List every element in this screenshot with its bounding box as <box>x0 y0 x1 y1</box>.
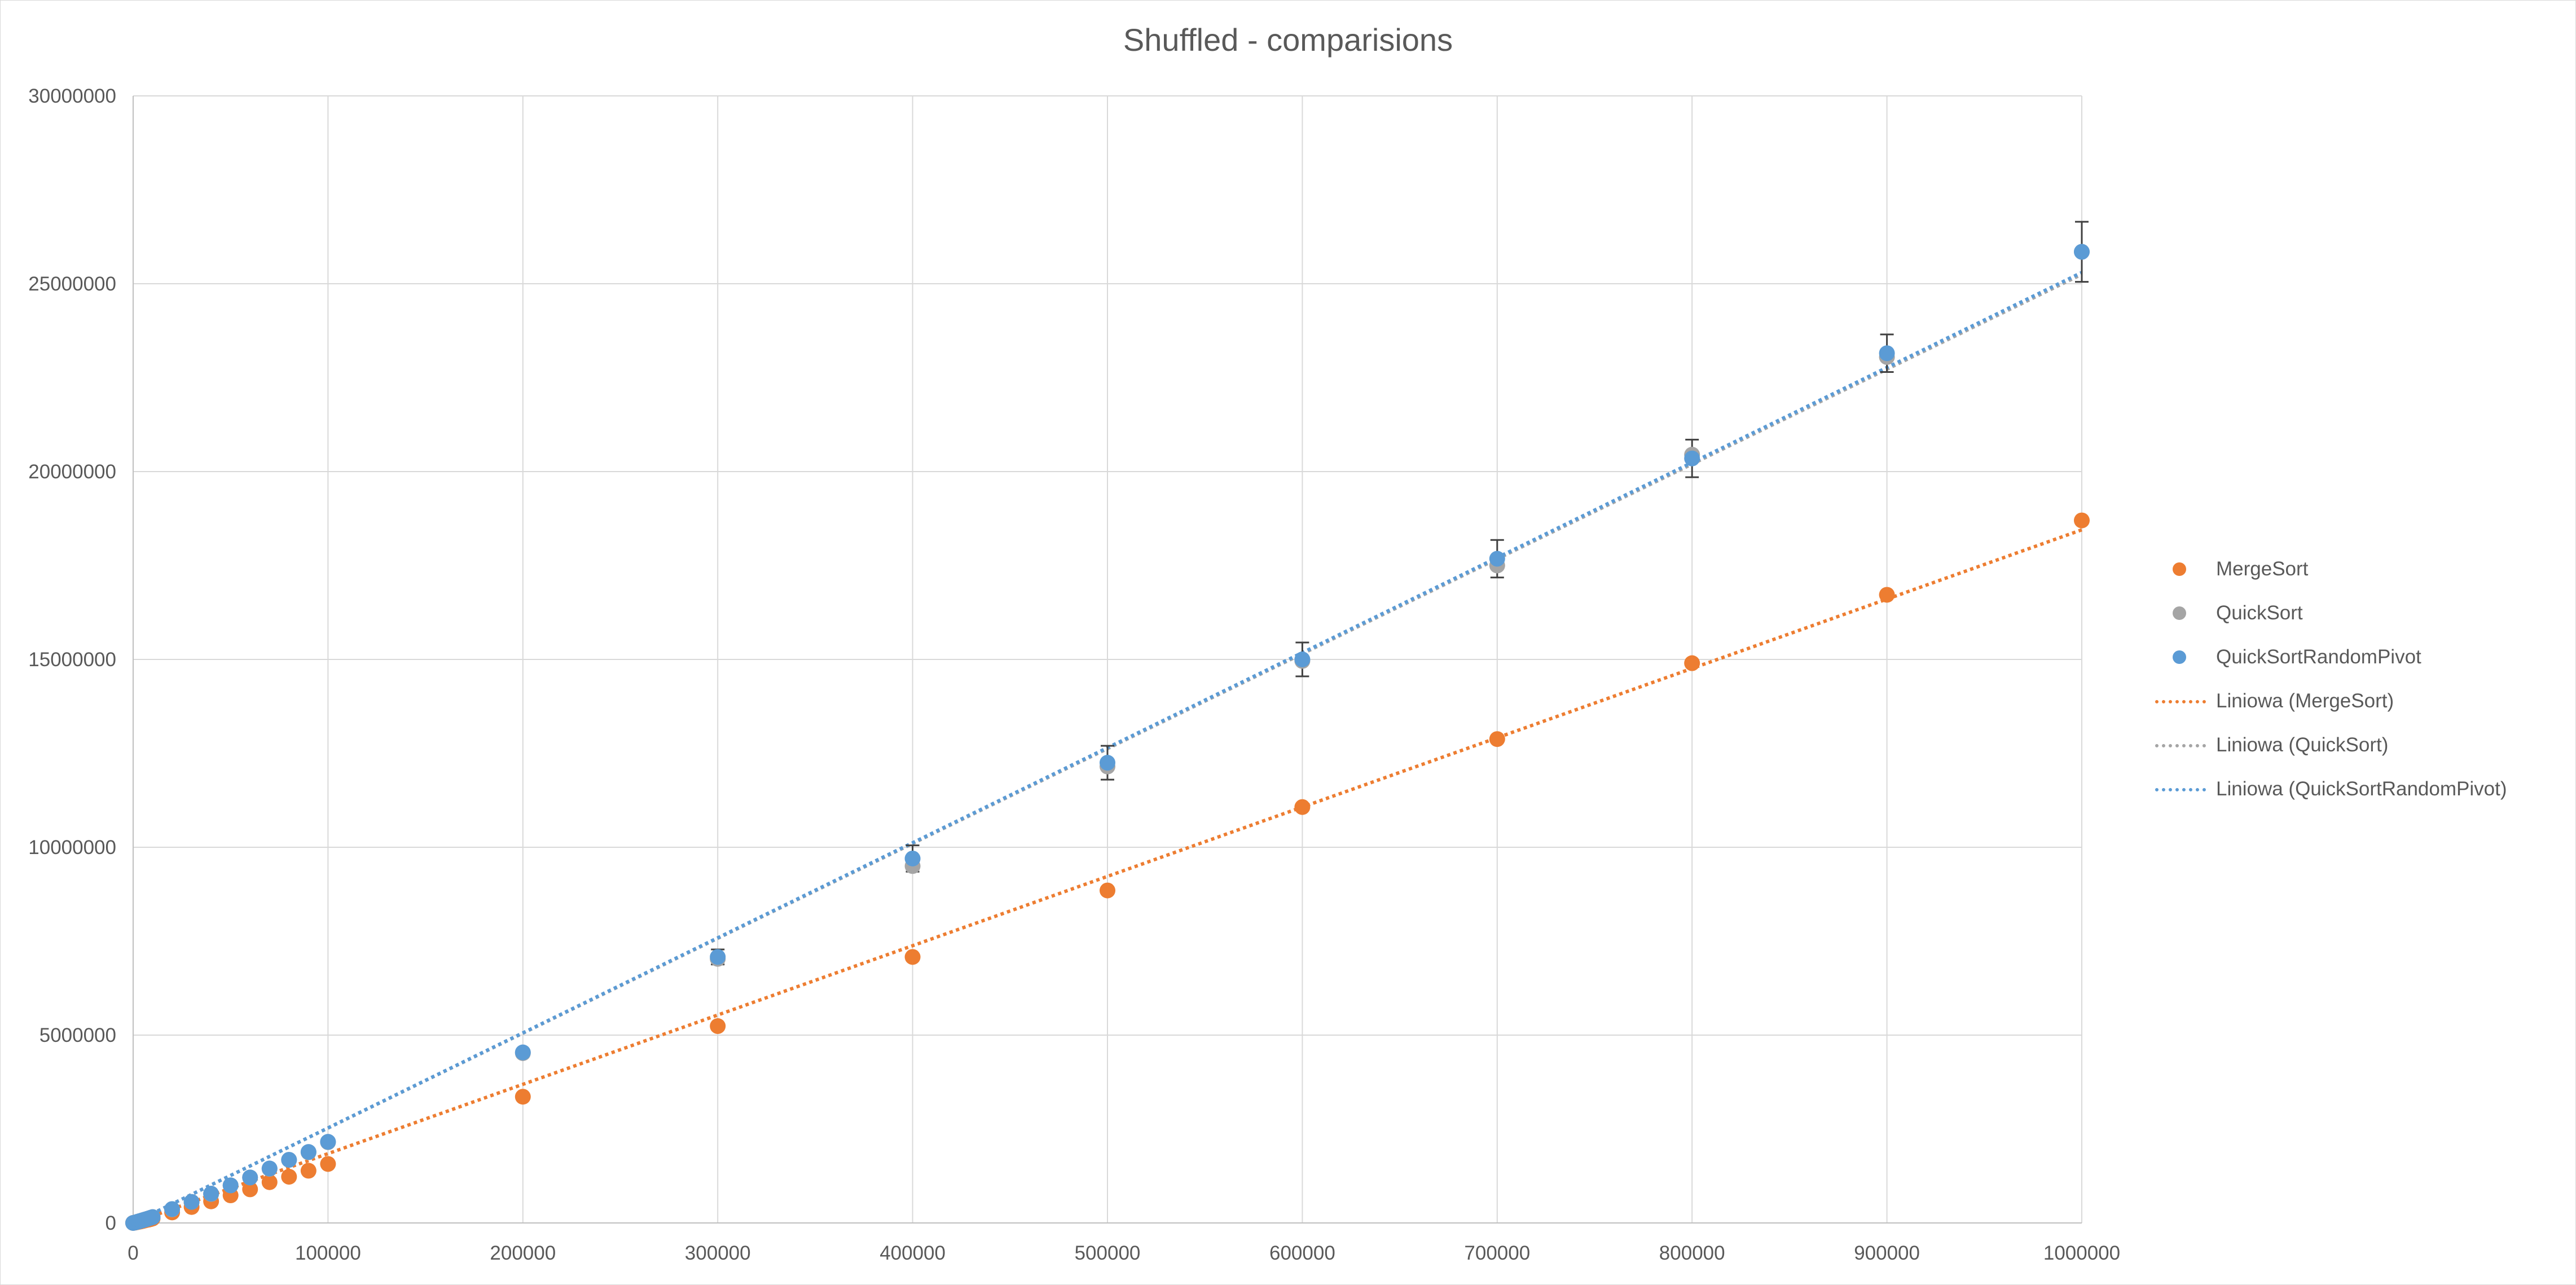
data-point-mergesort <box>1489 731 1505 747</box>
legend-label-mergesort: MergeSort <box>2216 558 2309 580</box>
data-point-quicksortrandompivot <box>242 1169 258 1186</box>
data-point-mergesort <box>1100 882 1115 899</box>
x-tick-label: 300000 <box>685 1242 751 1264</box>
legend-dot-quicksort-random-pivot <box>2173 650 2186 664</box>
legend-label-trend-mergesort: Liniowa (MergeSort) <box>2216 690 2394 712</box>
data-point-quicksortrandompivot <box>515 1044 531 1060</box>
data-point-mergesort <box>710 1018 726 1035</box>
legend-item-trend-mergesort: Liniowa (MergeSort) <box>2155 679 2561 723</box>
legend-dash-trend-quicksort-random-pivot <box>2155 788 2206 791</box>
data-point-quicksortrandompivot <box>710 949 726 965</box>
legend-item-mergesort: MergeSort <box>2155 547 2561 591</box>
data-point-quicksortrandompivot <box>1100 755 1115 771</box>
data-point-quicksortrandompivot <box>1684 450 1700 467</box>
y-tick-label: 25000000 <box>28 273 116 295</box>
data-point-mergesort <box>1684 655 1700 671</box>
legend-marker-trend-quicksort <box>2155 723 2206 767</box>
data-point-mergesort <box>1879 587 1895 603</box>
legend-item-quicksort: QuickSort <box>2155 591 2561 635</box>
legend-marker-mergesort <box>2155 547 2206 591</box>
data-point-quicksortrandompivot <box>261 1160 278 1177</box>
x-tick-label: 600000 <box>1269 1242 1335 1264</box>
x-tick-label: 900000 <box>1854 1242 1920 1264</box>
x-tick-label: 400000 <box>880 1242 946 1264</box>
data-point-quicksortrandompivot <box>904 850 921 866</box>
data-point-quicksortrandompivot <box>300 1144 316 1160</box>
x-tick-label: 1000000 <box>2043 1242 2120 1264</box>
legend-dash-trend-quicksort <box>2155 744 2206 747</box>
data-point-mergesort <box>242 1181 258 1198</box>
data-point-mergesort <box>300 1163 316 1179</box>
data-point-quicksortrandompivot <box>203 1186 219 1202</box>
data-point-mergesort <box>904 949 921 965</box>
data-point-quicksortrandompivot <box>2074 244 2090 260</box>
legend-label-quicksort: QuickSort <box>2216 602 2303 624</box>
legend-dash-trend-mergesort <box>2155 700 2206 703</box>
y-tick-label: 5000000 <box>39 1024 116 1046</box>
data-point-mergesort <box>261 1174 278 1190</box>
data-point-mergesort <box>2074 512 2090 529</box>
legend-item-trend-quicksort-random-pivot: Liniowa (QuickSortRandomPivot) <box>2155 767 2561 811</box>
legend-marker-trend-quicksort-random-pivot <box>2155 767 2206 811</box>
legend-label-trend-quicksort-random-pivot: Liniowa (QuickSortRandomPivot) <box>2216 778 2507 800</box>
x-tick-label: 200000 <box>490 1242 556 1264</box>
y-tick-label: 10000000 <box>28 837 116 859</box>
data-point-quicksortrandompivot <box>164 1201 181 1217</box>
chart-title: Shuffled - comparisions <box>1123 22 1453 58</box>
x-tick-label: 500000 <box>1075 1242 1141 1264</box>
legend: MergeSort QuickSort QuickSortRandomPivot… <box>2155 547 2561 811</box>
y-tick-label: 0 <box>105 1212 116 1234</box>
data-point-quicksortrandompivot <box>1294 652 1311 667</box>
y-tick-label: 15000000 <box>28 649 116 671</box>
x-tick-label: 0 <box>128 1242 138 1264</box>
legend-marker-trend-mergesort <box>2155 679 2206 723</box>
y-tick-label: 20000000 <box>28 461 116 483</box>
data-point-quicksortrandompivot <box>320 1134 336 1150</box>
x-tick-label: 800000 <box>1659 1242 1725 1264</box>
data-point-quicksortrandompivot <box>1489 551 1505 567</box>
x-tick-label: 100000 <box>295 1242 361 1264</box>
data-point-quicksortrandompivot <box>183 1194 200 1210</box>
legend-item-quicksort-random-pivot: QuickSortRandomPivot <box>2155 635 2561 679</box>
legend-marker-quicksort-random-pivot <box>2155 635 2206 679</box>
x-tick-label: 700000 <box>1464 1242 1530 1264</box>
data-point-mergesort <box>515 1089 531 1105</box>
legend-label-trend-quicksort: Liniowa (QuickSort) <box>2216 734 2389 756</box>
data-point-quicksortrandompivot <box>1879 345 1895 362</box>
data-point-mergesort <box>281 1169 297 1185</box>
legend-marker-quicksort <box>2155 591 2206 635</box>
legend-item-trend-quicksort: Liniowa (QuickSort) <box>2155 723 2561 767</box>
y-tick-label: 30000000 <box>28 85 116 107</box>
legend-dot-mergesort <box>2173 562 2186 576</box>
data-point-quicksortrandompivot <box>281 1152 297 1168</box>
data-point-quicksortrandompivot <box>222 1177 239 1194</box>
data-point-mergesort <box>1294 799 1311 815</box>
data-point-mergesort <box>320 1156 336 1172</box>
data-point-quicksortrandompivot <box>144 1209 161 1225</box>
legend-label-quicksort-random-pivot: QuickSortRandomPivot <box>2216 646 2421 668</box>
legend-dot-quicksort <box>2173 606 2186 620</box>
